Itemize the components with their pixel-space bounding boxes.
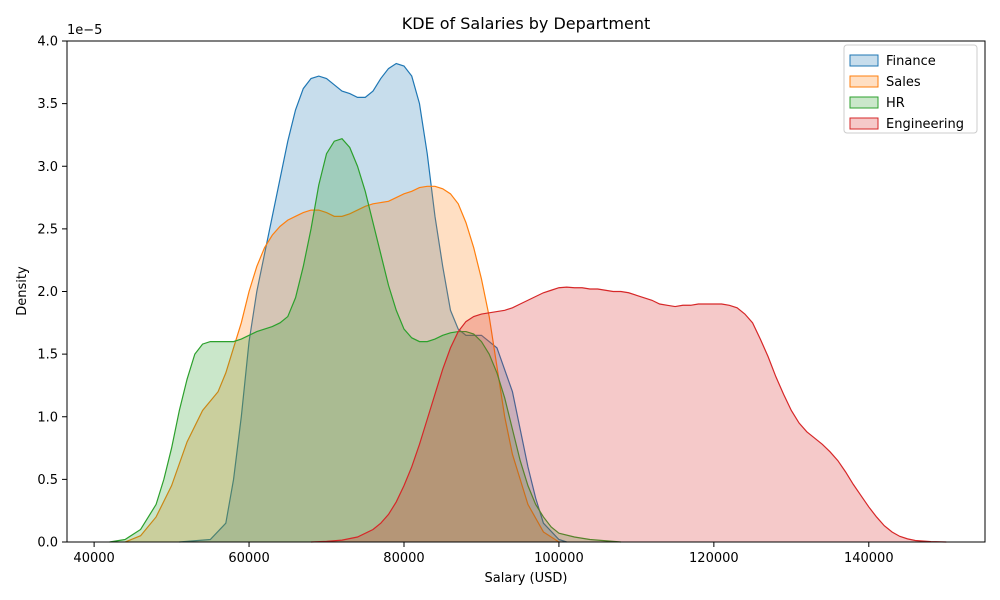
x-tick-label: 80000 [383, 551, 424, 566]
series-line-hr [109, 137, 621, 543]
legend-label-hr: HR [886, 96, 905, 111]
x-tick-label: 100000 [534, 551, 584, 566]
x-axis-title: Salary (USD) [485, 571, 568, 586]
y-tick-label: 3.5 [37, 97, 58, 112]
y-axis: 0.0 0.5 1.0 1.5 2.0 2.5 3.0 3.5 4.0 [37, 35, 67, 551]
x-tick-label: 120000 [689, 551, 739, 566]
y-tick-label: 0.0 [37, 536, 58, 551]
legend-box [843, 44, 978, 134]
series-area-sales [125, 186, 559, 543]
y-offset-label: 1e−5 [67, 23, 102, 38]
series-area-hr [109, 138, 621, 542]
y-tick-label: 1.0 [37, 410, 58, 425]
legend-label-finance: Finance [886, 54, 936, 69]
series-area-finance [179, 63, 567, 543]
legend-label-engineering: Engineering [886, 117, 964, 132]
x-tick-label: 40000 [73, 551, 114, 566]
legend-swatch-sales [849, 75, 879, 88]
y-tick-label: 4.0 [37, 35, 58, 50]
y-tick-label: 2.0 [37, 285, 58, 300]
series-line-sales [124, 185, 560, 543]
x-axis: 40000 60000 80000 100000 120000 140000 [73, 542, 894, 566]
legend-label-sales: Sales [886, 75, 921, 90]
series-area-engineering [311, 287, 947, 542]
x-tick-label: 140000 [844, 551, 894, 566]
y-axis-title: Density [15, 266, 30, 316]
legend-swatch-finance [849, 54, 879, 67]
series-line-finance [179, 62, 567, 543]
x-tick-label: 60000 [228, 551, 269, 566]
legend-swatch-engineering [849, 117, 879, 130]
chart-title: KDE of Salaries by Department [402, 14, 651, 33]
y-tick-label: 0.5 [37, 473, 58, 488]
legend: Finance Sales HR Engineering [843, 44, 978, 134]
y-tick-label: 1.5 [37, 348, 58, 363]
y-tick-label: 2.5 [37, 222, 58, 237]
legend-swatch-hr [849, 96, 879, 109]
series-layer [109, 62, 947, 543]
y-tick-label: 3.0 [37, 160, 58, 175]
series-line-engineering [311, 286, 947, 543]
